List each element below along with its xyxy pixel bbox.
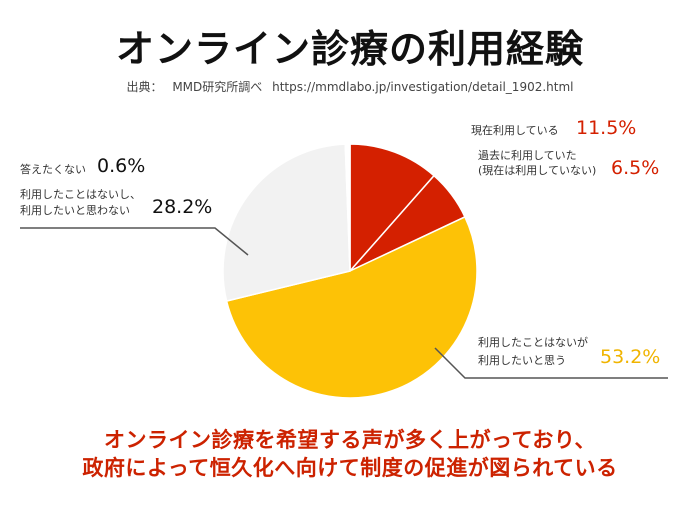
- value-want: 53.2%: [600, 346, 661, 368]
- footer-line1: オンライン診療を希望する声が多く上がっており、: [104, 428, 596, 452]
- leader-want: [434, 347, 668, 379]
- label-notwant-line2: 利用したいと思わない: [20, 204, 130, 217]
- slice-noanswer: [344, 143, 351, 272]
- source-url: https://mmdlabo.jp/investigation/detail_…: [272, 80, 574, 94]
- label-noanswer: 答えたくない: [20, 163, 86, 176]
- label-want-line1: 利用したことはないが: [478, 336, 588, 349]
- label-current: 現在利用している: [471, 124, 559, 137]
- label-past-line1: 過去に利用していた: [478, 149, 577, 162]
- label-notwant-line1: 利用したことはないし、: [20, 188, 141, 201]
- slice-notwant: [222, 143, 351, 302]
- label-past-line2: (現在は利用していない): [478, 164, 597, 177]
- leader-lines: [20, 227, 668, 379]
- value-notwant: 28.2%: [152, 196, 213, 218]
- pie-slices: [222, 143, 478, 399]
- value-past: 6.5%: [611, 157, 660, 179]
- value-noanswer: 0.6%: [97, 155, 146, 177]
- source-org: MMD研究所調べ: [172, 80, 263, 94]
- footer-line2: 政府によって恒久化へ向けて制度の促進が図られている: [82, 456, 618, 480]
- leader-notwant: [20, 227, 249, 256]
- source-line: 出典： MMD研究所調べ https://mmdlabo.jp/investig…: [0, 78, 700, 95]
- label-want-line2: 利用したいと思う: [478, 354, 566, 367]
- slice-want: [225, 215, 478, 399]
- value-current: 11.5%: [576, 117, 637, 139]
- slice-current: [349, 143, 436, 273]
- page-title: オンライン診療の利用経験: [115, 27, 584, 71]
- source-label: 出典：: [126, 80, 163, 94]
